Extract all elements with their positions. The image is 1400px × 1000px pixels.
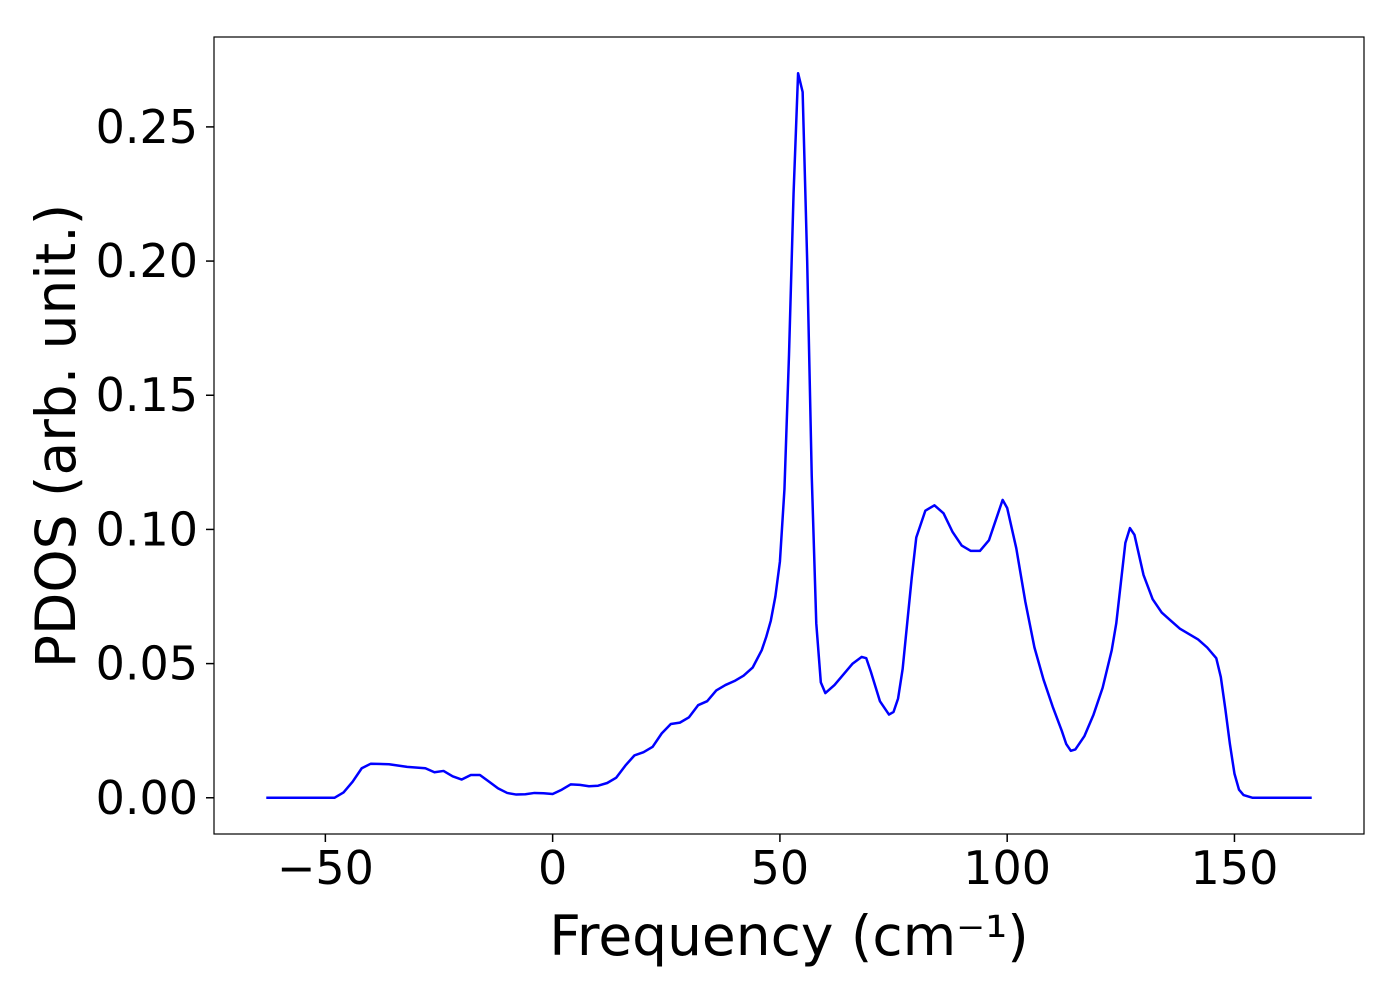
x-tick-label: 50 [751,841,810,895]
x-tick-label: −50 [277,841,374,895]
y-axis-label: PDOS (arb. unit.) [24,204,88,668]
y-tick-label: 0.00 [96,771,198,825]
x-tick-label: 0 [538,841,567,895]
y-tick-label: 0.25 [96,100,198,154]
x-tick-label: 150 [1191,841,1279,895]
x-axis-label: Frequency (cm⁻¹) [549,904,1028,968]
y-tick-label: 0.10 [96,502,198,556]
y-tick-label: 0.05 [96,637,198,691]
plot-frame [213,36,1365,835]
data-line [266,71,1312,800]
y-tick-label: 0.15 [96,368,198,422]
x-tick-label: 100 [963,841,1051,895]
y-tick-label: 0.20 [96,234,198,288]
